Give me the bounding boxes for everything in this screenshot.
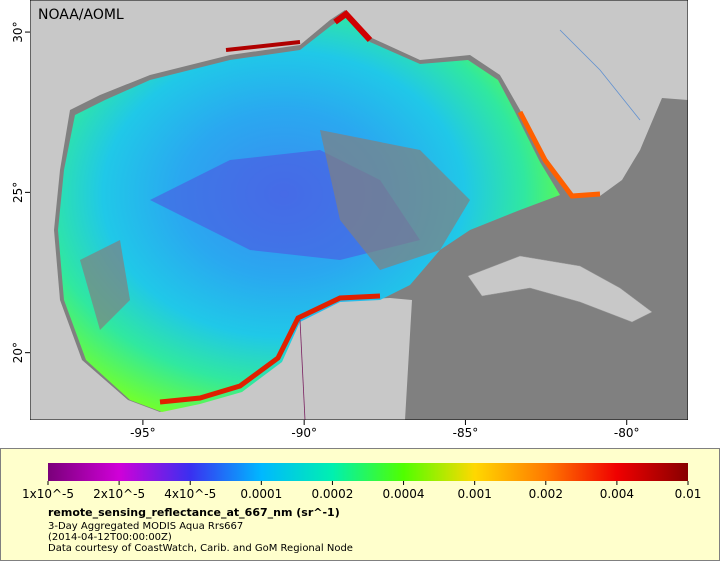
x-tick-label: -85° bbox=[453, 426, 479, 440]
florida bbox=[500, 10, 688, 192]
colorbar-tick-label: 0.0004 bbox=[383, 487, 425, 501]
border bbox=[299, 319, 306, 420]
y-tick-label: 25° bbox=[11, 182, 25, 203]
colorbar-tick-label: 2x10^-5 bbox=[93, 487, 145, 501]
colorbar-tick-label: 0.004 bbox=[600, 487, 634, 501]
y-tick-label: 30° bbox=[11, 21, 25, 42]
colorbar-title: remote_sensing_reflectance_at_667_nm (sr… bbox=[48, 506, 340, 519]
colorbar-tick-label: 0.001 bbox=[457, 487, 491, 501]
cuba bbox=[467, 255, 653, 323]
caption-line: 3-Day Aggregated MODIS Aqua Rrs667 bbox=[48, 521, 243, 532]
colorbar-tick-label: 0.002 bbox=[529, 487, 563, 501]
cloud-gap bbox=[80, 240, 130, 330]
river bbox=[559, 29, 641, 121]
map-label: NOAA/AOML bbox=[38, 7, 124, 23]
colorbar-tick-label: 0.01 bbox=[675, 487, 702, 501]
colorbar-tick-label: 1x10^-5 bbox=[22, 487, 74, 501]
coastal-high bbox=[517, 110, 601, 199]
y-tick-label: 20° bbox=[11, 342, 25, 363]
colorbar-tick-label: 0.0002 bbox=[311, 487, 353, 501]
colorbar bbox=[48, 463, 688, 481]
colorbar-tick-label: 4x10^-5 bbox=[164, 487, 216, 501]
map bbox=[30, 0, 688, 420]
x-tick-label: -90° bbox=[291, 426, 317, 440]
x-tick-label: -95° bbox=[130, 426, 156, 440]
caption-line: Data courtesy of CoastWatch, Carib. and … bbox=[48, 543, 353, 554]
coastal-high bbox=[333, 10, 373, 43]
cloud-gap bbox=[320, 130, 470, 270]
coastal-high bbox=[159, 293, 381, 405]
caption-line: (2014-04-12T00:00:00Z) bbox=[48, 532, 172, 543]
x-tick-label: -80° bbox=[614, 426, 640, 440]
coastal-high bbox=[225, 40, 301, 52]
colorbar-tick-label: 0.0001 bbox=[240, 487, 282, 501]
